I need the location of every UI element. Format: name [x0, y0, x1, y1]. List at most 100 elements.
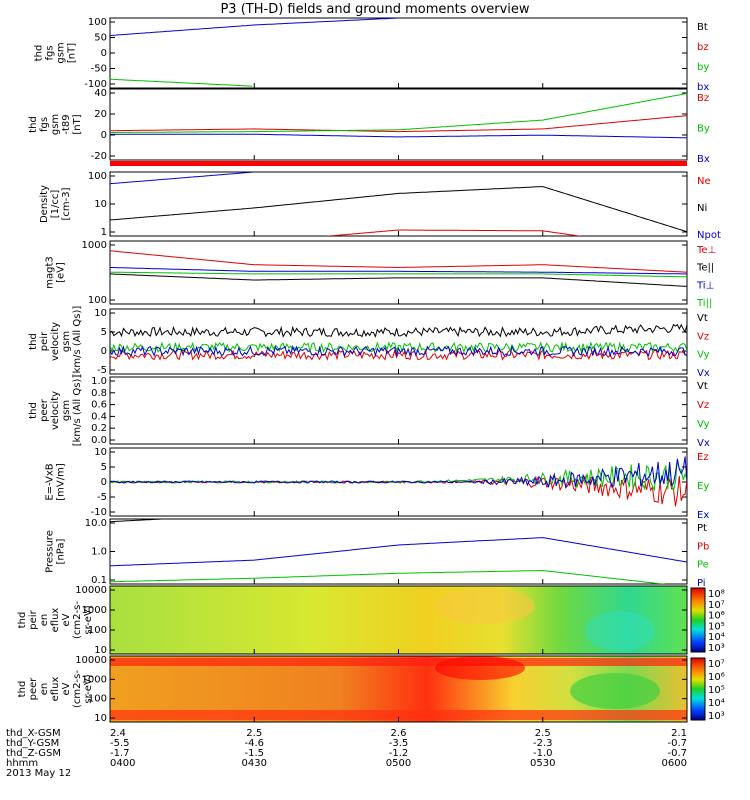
series-line-Bx — [110, 133, 687, 139]
flux-depletion — [570, 673, 660, 709]
panel-frame — [109, 518, 688, 585]
legend-entry: Pi — [697, 578, 706, 589]
y-tick-label: 1000 — [82, 240, 107, 251]
y-axis-label: thd — [28, 402, 39, 419]
y-axis-label: en — [39, 683, 50, 696]
y-axis-label: gsm — [50, 114, 61, 135]
colorbar-label: 10⁴ — [708, 698, 725, 709]
footer-value: 0600 — [662, 758, 687, 769]
series-line-Pi — [110, 537, 687, 567]
y-tick-label: 1 — [101, 227, 107, 238]
y-tick-label: 5 — [101, 462, 107, 473]
footer-value: 0500 — [386, 758, 411, 769]
colorbar-label: 10⁵ — [708, 685, 725, 696]
series-line-Vz — [110, 349, 687, 361]
footer-value: 2.5 — [246, 728, 262, 739]
footer-value: -2.3 — [533, 738, 553, 749]
footer-row-label: hhmm — [6, 758, 38, 769]
legend-entry: Bz — [697, 93, 709, 104]
panel-fgs: 100 50 0 -50 -100 thd fgs gsm [nT] Bt bz by bx — [34, 17, 710, 93]
y-tick-label: 0.6 — [91, 400, 107, 411]
legend-entry: Ez — [697, 452, 709, 463]
panel-density: 100 10 1 Density [1/cc] [cm-3] Ne Ni Npot — [39, 171, 721, 241]
panel-frame — [109, 376, 688, 445]
y-axis-label: [eV] — [56, 262, 67, 283]
y-axis-label: Density — [39, 185, 50, 223]
series-line-Te⊥ — [110, 250, 687, 273]
y-axis-label: gsm — [56, 42, 67, 63]
y-axis-label: en — [39, 614, 50, 627]
y-tick-label: 10 — [94, 447, 107, 458]
y-tick-label: 0.2 — [91, 423, 107, 434]
y-axis-label: thd — [28, 116, 39, 133]
y-tick-label: 0.1 — [91, 575, 107, 586]
legend-entry: Vt — [697, 313, 708, 324]
footer-value: -0.7 — [667, 738, 687, 749]
y-tick-label: 0 — [101, 48, 107, 59]
y-tick-label: 100 — [88, 625, 107, 636]
y-axis-label: [1/cc] — [50, 190, 61, 219]
legend-entry: bx — [697, 82, 709, 93]
legend-entry: By — [697, 124, 710, 135]
flux-enhancement — [435, 588, 535, 624]
legend-entry: Vy — [697, 350, 710, 361]
footer-value: -1.2 — [389, 748, 409, 759]
y-axis-label: E=-VxB — [45, 463, 56, 500]
y-axis-label: -t89 — [61, 114, 72, 134]
y-tick-label: 1.0 — [91, 376, 107, 387]
panel-temp: 1000 100 magt3 [eV] Te⊥ Te|| Ti⊥ Ti|| — [45, 240, 717, 309]
y-tick-label: 10000 — [75, 585, 107, 596]
footer-value: -3.5 — [389, 738, 409, 749]
legend-entry: Vx — [697, 368, 710, 379]
y-tick-label: 100 — [88, 295, 107, 306]
y-tick-label: 1000 — [82, 605, 107, 616]
series-line-Ez — [110, 474, 687, 507]
legend-entry: Ti|| — [696, 298, 712, 309]
y-tick-label: 100 — [88, 694, 107, 705]
flux-enhancement — [435, 656, 525, 680]
y-axis-label: eflux — [50, 677, 61, 702]
legend-entry: Pe — [697, 560, 709, 571]
footer-value: -0.7 — [667, 748, 687, 759]
y-tick-label: 10 — [94, 713, 107, 724]
panel-peir_vel: 10 5 0 -5 thd peir velocity gsm [km/s (All Qs)] V… — [28, 306, 710, 379]
y-axis-label: Pressure — [45, 530, 56, 573]
legend-entry: Pb — [697, 541, 709, 552]
y-axis-label: eflux — [50, 608, 61, 633]
footer-value: -4.6 — [244, 738, 264, 749]
y-axis-label: fgs — [45, 45, 56, 60]
y-tick-label: 50 — [94, 33, 107, 44]
panel-frame — [109, 171, 688, 237]
y-tick-label: -100 — [84, 79, 107, 90]
y-tick-label: 0 — [101, 346, 107, 357]
y-axis-label: thd — [28, 333, 39, 350]
y-tick-label: 10.0 — [85, 518, 107, 529]
y-axis-label: peir — [39, 331, 50, 351]
series-line-Vy — [110, 341, 687, 354]
y-tick-label: 100 — [88, 171, 107, 182]
y-tick-label: 10000 — [75, 655, 107, 666]
series-line-Ex — [110, 456, 687, 489]
y-tick-label: -5 — [97, 365, 107, 376]
y-tick-label: 5 — [101, 327, 107, 338]
footer-value: -1.0 — [533, 748, 553, 759]
footer-value: 0400 — [110, 758, 135, 769]
colorbar — [690, 657, 706, 721]
y-tick-label: -10 — [91, 507, 107, 518]
series-line-Te|| — [110, 273, 687, 287]
footer-value: 0530 — [530, 758, 555, 769]
legend-entry: Vz — [697, 331, 709, 342]
y-tick-label: -50 — [91, 64, 107, 75]
y-axis-label: sr-eV) — [83, 674, 94, 703]
y-axis-label: thd — [34, 45, 45, 62]
colorbar-label: 10⁷ — [708, 600, 725, 611]
footer-value: -5.5 — [110, 738, 130, 749]
series-line-bx — [110, 18, 397, 36]
y-axis-label: sr-eV) — [83, 605, 94, 634]
series-line-Ne — [323, 229, 583, 236]
y-axis-label: [cm-3] — [61, 187, 72, 220]
legend-entry: Te|| — [696, 263, 714, 274]
legend-entry: Te⊥ — [696, 245, 716, 256]
y-axis-label: peir — [28, 609, 39, 629]
